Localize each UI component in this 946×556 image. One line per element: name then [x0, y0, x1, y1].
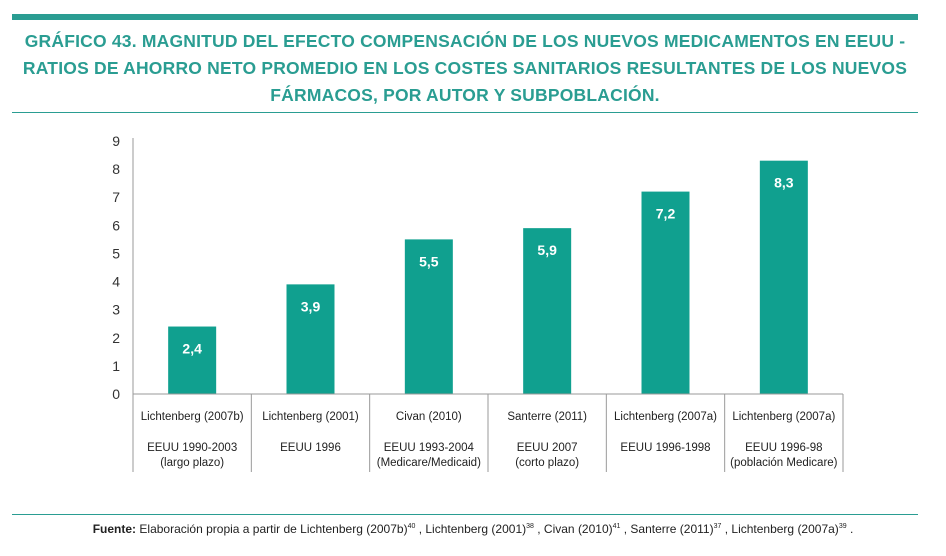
bar	[404, 239, 453, 394]
bar-value-label: 3,9	[301, 298, 321, 314]
y-tick-label: 7	[112, 189, 120, 205]
category-detail-label: EEUU 1996-98	[745, 442, 822, 454]
source-text-4: , Santerre (2011)	[620, 522, 714, 536]
category-author-label: Civan (2010)	[396, 411, 462, 423]
bar-value-label: 5,9	[537, 242, 557, 258]
bar-value-label: 5,5	[419, 253, 439, 269]
y-tick-label: 1	[112, 358, 120, 374]
category-author-label: Lichtenberg (2007a)	[732, 411, 835, 423]
category-detail-label: (Medicare/Medicaid)	[377, 457, 481, 469]
category-author-label: Lichtenberg (2007a)	[614, 411, 717, 423]
bar	[168, 326, 217, 394]
bar	[759, 160, 808, 394]
bar-value-label: 8,3	[774, 175, 794, 191]
title-divider	[12, 112, 918, 113]
category-detail-label: EEUU 1993-2004	[384, 442, 475, 454]
chart-title: GRÁFICO 43. MAGNITUD DEL EFECTO COMPENSA…	[22, 31, 908, 105]
source-text-1: Elaboración propia a partir de Lichtenbe…	[136, 522, 408, 536]
top-accent-bar	[12, 14, 918, 20]
category-detail-label: (largo plazo)	[160, 457, 224, 469]
category-detail-label: (corto plazo)	[515, 457, 579, 469]
bar	[641, 191, 690, 394]
y-tick-label: 2	[112, 330, 120, 346]
source-ref-1: 40	[407, 523, 416, 530]
category-detail-label: EEUU 1990-2003	[147, 442, 237, 454]
source-ref-5: 39	[838, 523, 847, 530]
bar	[523, 228, 572, 394]
y-tick-label: 5	[112, 245, 120, 261]
y-tick-label: 6	[112, 217, 120, 233]
category-author-label: Lichtenberg (2007b)	[141, 411, 244, 423]
y-tick-label: 3	[112, 302, 120, 318]
category-detail-label: EEUU 1996	[280, 442, 341, 454]
y-tick-label: 9	[112, 133, 120, 149]
source-text-3: , Civan (2010)	[533, 522, 613, 536]
category-author-label: Santerre (2011)	[507, 411, 587, 423]
bar	[286, 284, 335, 394]
category-detail-label: EEUU 1996-1998	[620, 442, 710, 454]
source-ref-2: 38	[526, 523, 534, 530]
bar-value-label: 2,4	[182, 341, 202, 357]
source-label: Fuente:	[92, 522, 137, 536]
footer-divider	[12, 514, 918, 515]
category-detail-label: (población Medicare)	[730, 457, 838, 469]
source-note: Fuente: Elaboración propia a partir de L…	[0, 522, 946, 536]
source-ref-4: 37	[713, 523, 722, 530]
y-tick-label: 0	[112, 386, 120, 402]
source-ref-3: 41	[612, 523, 621, 530]
y-tick-label: 4	[112, 274, 120, 290]
category-author-label: Lichtenberg (2001)	[262, 411, 359, 423]
y-tick-label: 8	[112, 161, 120, 177]
bar-value-label: 7,2	[656, 206, 676, 222]
source-text-5: , Lichtenberg (2007a)	[721, 522, 839, 536]
source-text-2: , Lichtenberg (2001)	[415, 522, 527, 536]
source-text-6: .	[846, 522, 854, 536]
category-detail-label: EEUU 2007	[517, 442, 578, 454]
